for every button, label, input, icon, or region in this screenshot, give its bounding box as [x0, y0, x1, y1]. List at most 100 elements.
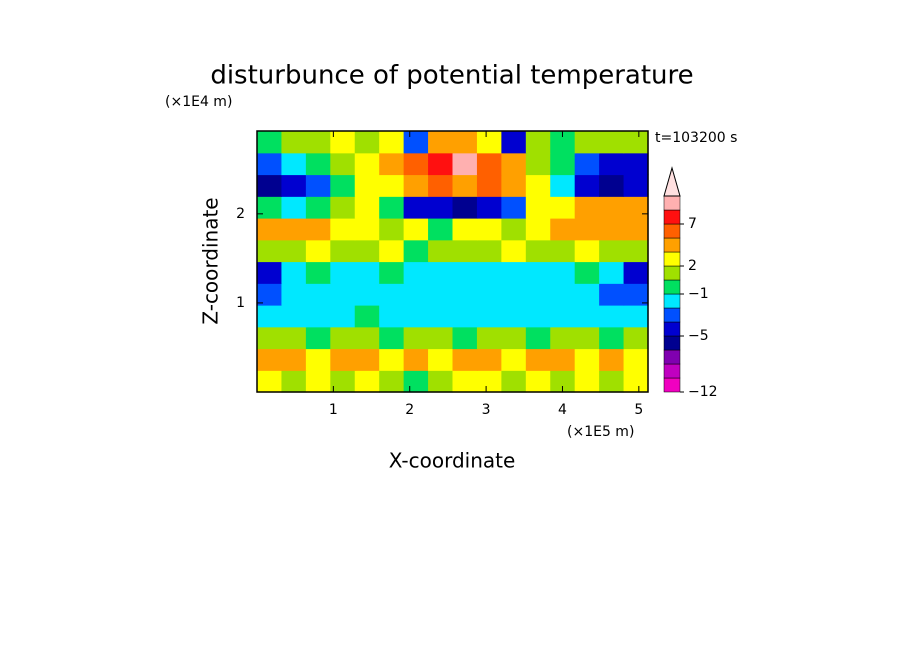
field-cell: [452, 370, 478, 393]
x-unit: (×1E5 m): [567, 424, 634, 440]
field-cell: [599, 196, 625, 219]
field-cell: [574, 283, 600, 306]
field-cell: [403, 326, 429, 350]
field-cell: [354, 348, 380, 371]
field-cell: [501, 326, 527, 350]
field-cell: [574, 239, 600, 263]
x-axis-label: X-coordinate: [389, 449, 516, 473]
field-cell: [428, 261, 454, 284]
field-cell: [574, 131, 600, 154]
field-cell: [330, 261, 356, 284]
x-tick-label: 2: [405, 402, 414, 418]
field-cell: [354, 261, 380, 284]
field-cell: [550, 261, 576, 284]
field-cell: [354, 283, 380, 306]
field-cell: [623, 261, 649, 284]
field-cell: [623, 326, 649, 350]
field-cell: [330, 218, 356, 241]
field-cell: [574, 261, 600, 284]
y-axis-label: Z-coordinate: [199, 197, 223, 324]
field-cell: [501, 370, 527, 393]
field-cell: [476, 283, 502, 306]
field-cell: [330, 283, 356, 306]
field-cell: [379, 131, 405, 154]
field-cell: [305, 261, 331, 284]
field-cell: [452, 131, 478, 154]
field-cell: [525, 348, 551, 371]
field-cell: [476, 239, 502, 263]
field-cell: [623, 152, 649, 176]
field-cell: [403, 196, 429, 219]
field-cell: [476, 370, 502, 393]
colorbar-segment: [663, 223, 681, 239]
field-cell: [428, 239, 454, 263]
field-cell: [476, 152, 502, 176]
field-cell: [281, 174, 307, 197]
field-cell: [599, 348, 625, 371]
field-cell: [379, 152, 405, 176]
field-cell: [257, 348, 283, 371]
field-cell: [330, 370, 356, 393]
field-cell: [476, 326, 502, 350]
field-cell: [403, 131, 429, 154]
field-cell: [574, 174, 600, 197]
field-cell: [525, 218, 551, 241]
field-cell: [501, 152, 527, 176]
field-cell: [257, 305, 283, 328]
field-cell: [501, 131, 527, 154]
field-cell: [354, 174, 380, 197]
field-cell: [476, 218, 502, 241]
colorbar-segment: [663, 349, 681, 365]
field-cell: [574, 348, 600, 371]
field-cell: [305, 196, 331, 219]
field-cell: [281, 348, 307, 371]
field-cell: [599, 131, 625, 154]
field-cell: [403, 348, 429, 371]
field-cell: [550, 174, 576, 197]
field-cell: [599, 174, 625, 197]
field-cell: [379, 239, 405, 263]
field-cell: [257, 196, 283, 219]
time-label: t=103200 s: [655, 130, 737, 146]
field-cell: [403, 174, 429, 197]
colorbar-segment: [663, 377, 681, 393]
field-cell: [330, 305, 356, 328]
field-cell: [550, 152, 576, 176]
field-cell: [574, 305, 600, 328]
field-cell: [305, 283, 331, 306]
field-cell: [281, 218, 307, 241]
field-cell: [257, 174, 283, 197]
field-cell: [379, 174, 405, 197]
field-cell: [452, 196, 478, 219]
field-cell: [574, 196, 600, 219]
field-cell: [305, 370, 331, 393]
field-cell: [403, 305, 429, 328]
field-cell: [525, 283, 551, 306]
colorbar-label: −1: [688, 286, 709, 302]
field-cell: [623, 131, 649, 154]
field-cell: [623, 239, 649, 263]
field-cell: [623, 283, 649, 306]
field-cell: [354, 196, 380, 219]
colorbar-label: −12: [688, 384, 718, 400]
field-cell: [599, 152, 625, 176]
field-cell: [281, 239, 307, 263]
field-cell: [623, 218, 649, 241]
field-cell: [281, 196, 307, 219]
field-cell: [257, 326, 283, 350]
field-cell: [476, 196, 502, 219]
field-cell: [550, 131, 576, 154]
field-cell: [354, 370, 380, 393]
field-cell: [305, 131, 331, 154]
colorbar-extend: [663, 166, 681, 197]
field-cell: [525, 152, 551, 176]
colorbar-segment: [663, 251, 681, 267]
field-cell: [452, 174, 478, 197]
field-cell: [623, 174, 649, 197]
x-tick-label: 5: [634, 402, 643, 418]
field-cell: [305, 174, 331, 197]
field-cell: [574, 152, 600, 176]
field-cell: [599, 239, 625, 263]
field-cell: [525, 239, 551, 263]
